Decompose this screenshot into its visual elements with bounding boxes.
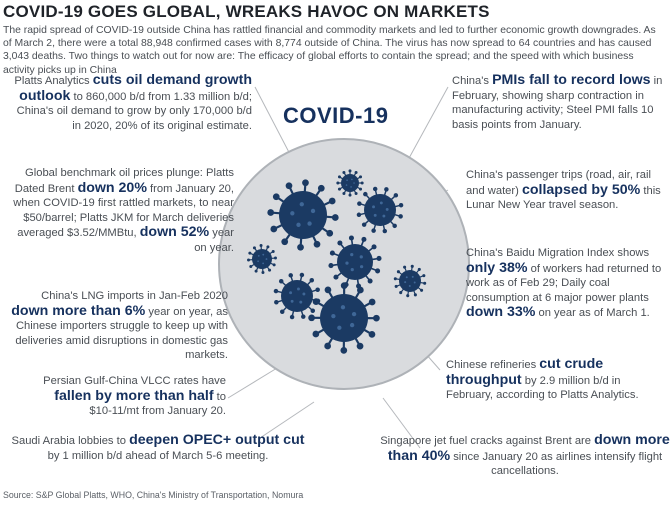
note-lng: China's LNG imports in Jan-Feb 2020 down… bbox=[11, 290, 228, 362]
virus-particle-icon bbox=[356, 186, 404, 234]
virus-particles bbox=[247, 169, 427, 354]
intro-paragraph: The rapid spread of COVID-19 outside Chi… bbox=[3, 25, 656, 76]
virus-particle-icon bbox=[336, 169, 364, 197]
note-baidu-index: China's Baidu Migration Index shows only… bbox=[466, 247, 662, 321]
infographic-title: COVID-19 GOES GLOBAL, WREAKS HAVOC ON MA… bbox=[3, 2, 490, 21]
source-note: Source: S&P Global Platts, WHO, China's … bbox=[3, 490, 304, 500]
note-jet-fuel: Singapore jet fuel cracks against Brent … bbox=[380, 432, 670, 478]
note-refineries: Chinese refineries cut crude throughput … bbox=[446, 356, 639, 402]
note-oil-prices: Global benchmark oil prices plunge: Plat… bbox=[13, 167, 234, 254]
center-label: COVID-19 bbox=[283, 103, 389, 128]
virus-particle-icon bbox=[393, 264, 427, 298]
virus-particle-icon bbox=[247, 244, 277, 274]
note-opec: Saudi Arabia lobbies to deepen OPEC+ out… bbox=[11, 432, 305, 462]
note-vlcc: Persian Gulf-China VLCC rates have falle… bbox=[43, 375, 226, 418]
virus-particle-icon bbox=[308, 282, 380, 354]
note-oil-demand: Platts Analytics cuts oil demand growth … bbox=[14, 72, 252, 132]
note-passenger-trips: China's passenger trips (road, air, rail… bbox=[466, 169, 661, 212]
note-pmi: China's PMIs fall to record lows in Febr… bbox=[452, 72, 663, 131]
virus-particle-icon bbox=[273, 272, 321, 320]
virus-particle-icon bbox=[267, 179, 339, 251]
